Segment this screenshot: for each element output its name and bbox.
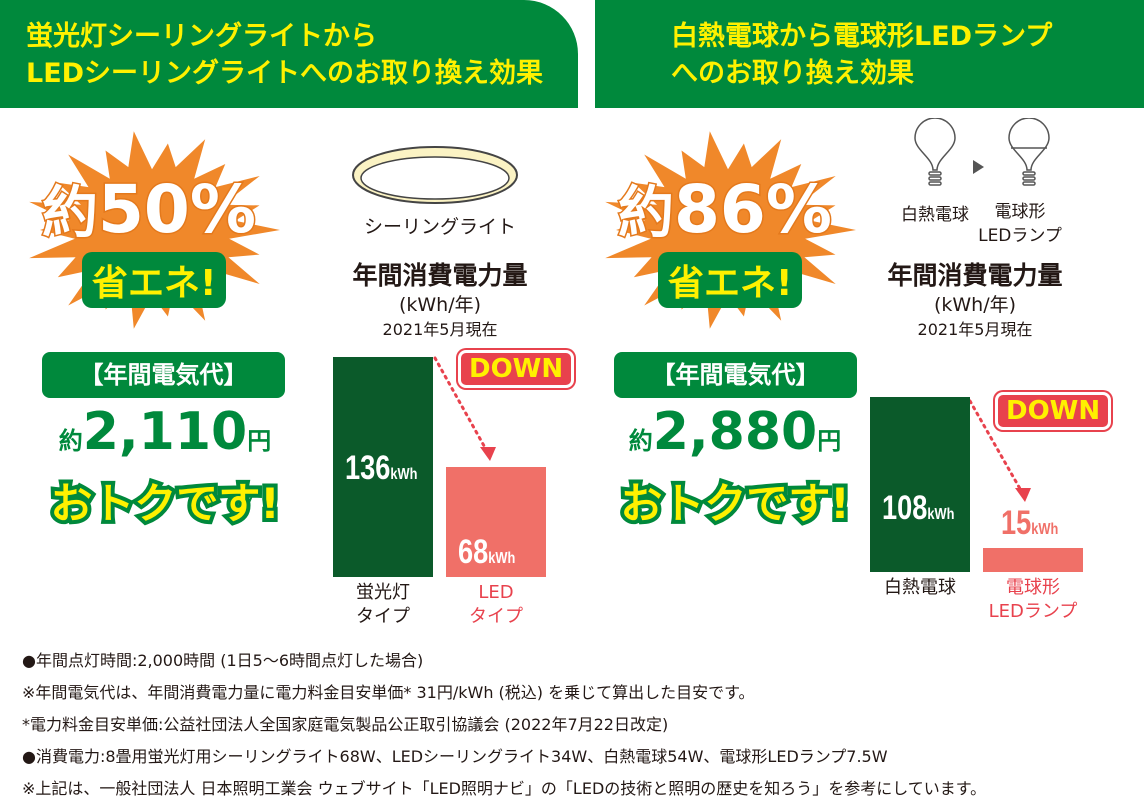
saving-amount-left: 約2,110円: [58, 402, 272, 462]
right-header-line2: へのお取り換え効果: [671, 58, 914, 89]
ceiling-light-icon: [352, 146, 518, 204]
bar-category-label: 白熱電球: [884, 577, 956, 598]
arrow-right-icon: [973, 160, 984, 174]
bar-category-label: LED タイプ: [469, 582, 523, 627]
saving-sub-left: おトクです!: [46, 475, 283, 532]
note: ※上記は、一般社団法人 日本照明工業会 ウェブサイト「LED照明ナビ」の「LED…: [22, 779, 987, 798]
down-arrow-right: [968, 399, 1031, 502]
bar-conventional-right: [870, 397, 970, 572]
eco-badge-left: 省エネ!: [82, 252, 227, 308]
down-badge-right: DOWN: [995, 392, 1112, 430]
note: ●年間点灯時間:2,000時間 (1日5〜6時間点灯した場合): [22, 651, 424, 670]
saving-percent-right: 約86%: [617, 170, 834, 250]
bill-label-left: 【年間電気代】: [42, 352, 285, 398]
saving-sub-right: おトクです!: [616, 475, 853, 532]
bar-led-left: [446, 466, 546, 577]
saving-percent-left: 約50%: [41, 170, 258, 250]
incandescent-bulb-icon: [914, 118, 956, 186]
bar-value-label: 15kWh: [1001, 503, 1059, 542]
saving-amount-right: 約2,880円: [628, 402, 842, 462]
note: ※年間電気代は、年間消費電力量に電力料金目安単価* 31円/kWh (税込) を…: [22, 683, 755, 702]
down-badge-left: DOWN: [458, 350, 575, 388]
chart-date-right: 2021年5月現在: [917, 320, 1033, 339]
down-arrow-left: [433, 356, 496, 461]
led-bulb-icon: [1008, 118, 1050, 186]
left-header-line1: 蛍光灯シーリングライトから: [26, 21, 377, 52]
bill-label-right: 【年間電気代】: [614, 352, 857, 398]
bulb-from-label: 白熱電球: [901, 205, 969, 225]
chart-date-left: 2021年5月現在: [382, 320, 498, 339]
bar-led-right: [983, 547, 1083, 572]
chart-title-right: 年間消費電力量: [887, 261, 1063, 290]
eco-badge-right: 省エネ!: [658, 252, 803, 308]
chart-unit-right: (kWh/年): [933, 294, 1017, 316]
left-header-line2: LEDシーリングライトへのお取り換え効果: [26, 58, 544, 89]
bulb-comparison-icons: [914, 118, 1050, 186]
bar-conventional-left: [333, 356, 433, 577]
bulb-to-label: 電球形 LEDランプ: [978, 202, 1062, 246]
bar-value-label: 136kWh: [345, 448, 418, 487]
bar-category-label: 電球形 LEDランプ: [988, 577, 1078, 622]
right-header-line1: 白熱電球から電球形LEDランプ: [671, 21, 1053, 52]
right-header: 白熱電球から電球形LEDランプ へのお取り換え効果: [595, 0, 1144, 108]
bar-category-label: 蛍光灯 タイプ: [356, 582, 410, 627]
chart-title-left: 年間消費電力量: [352, 261, 528, 290]
note: ●消費電力:8畳用蛍光灯用シーリングライト68W、LEDシーリングライト34W、…: [22, 747, 888, 766]
bar-value-label: 108kWh: [882, 489, 955, 528]
chart-unit-left: (kWh/年): [398, 294, 482, 316]
note: *電力料金目安単価:公益社団法人全国家庭電気製品公正取引協議会 (2022年7月…: [22, 715, 669, 734]
product-label-left: シーリングライト: [363, 216, 516, 238]
bar-value-label: 68kWh: [458, 533, 516, 571]
left-header: 蛍光灯シーリングライトから LEDシーリングライトへのお取り換え効果: [0, 0, 578, 108]
footnotes: ●年間点灯時間:2,000時間 (1日5〜6時間点灯した場合) ※年間電気代は、…: [22, 645, 986, 805]
